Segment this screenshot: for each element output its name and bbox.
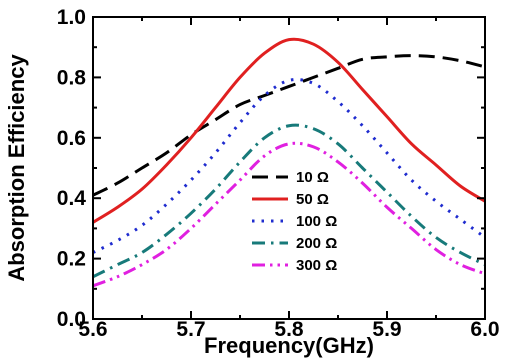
legend-label-1: 50 Ω — [296, 191, 329, 208]
x-tick-label: 5.8 — [274, 318, 304, 341]
x-tick-label: 5.9 — [372, 318, 401, 341]
y-tick-label: 0.4 — [57, 187, 87, 210]
series-line-0 — [92, 54, 486, 197]
y-tick-label: 0.8 — [57, 66, 87, 89]
legend-label-2: 100 Ω — [296, 213, 337, 230]
x-axis-title: Frequency(GHz) — [204, 333, 374, 358]
series-layer — [92, 37, 486, 288]
series-line-1 — [92, 37, 486, 224]
legend: 10 Ω 50 Ω 100 Ω 200 Ω 300 Ω — [252, 169, 337, 274]
y-tick-label: 0.6 — [57, 127, 86, 150]
y-axis-title: Absorption Efficiency — [4, 54, 29, 282]
series-line-2 — [92, 78, 486, 254]
series-line-4 — [92, 141, 486, 288]
legend-label-3: 200 Ω — [296, 235, 337, 252]
y-tick-label: 0.0 — [57, 308, 86, 331]
x-tick-label: 6.0 — [470, 318, 499, 341]
x-tick-label: 5.6 — [78, 318, 107, 341]
y-tick-label: 0.2 — [57, 248, 86, 271]
series-line-3 — [92, 123, 486, 279]
y-tick-label: 1.0 — [57, 6, 86, 29]
plot-frame — [92, 16, 486, 320]
x-tick-label: 5.7 — [176, 318, 205, 341]
legend-label-4: 300 Ω — [296, 257, 337, 274]
ticks-layer: 5.6 5.7 5.8 5.9 6.0 0.0 0.2 0.4 0.6 0.8 1.0 — [57, 6, 500, 341]
legend-label-0: 10 Ω — [296, 169, 329, 186]
